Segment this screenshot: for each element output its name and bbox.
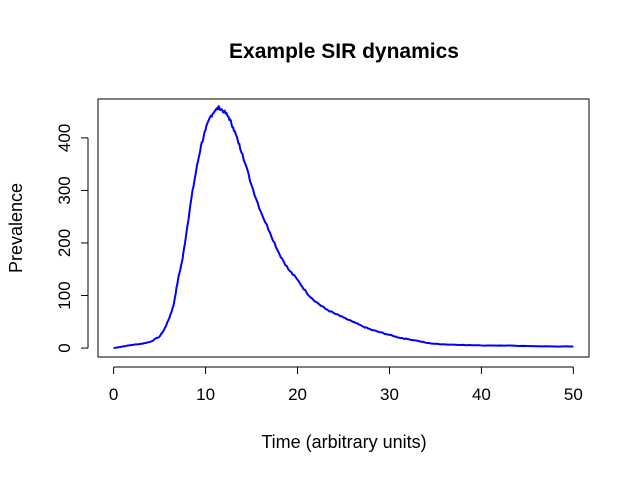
plot-area xyxy=(97,98,590,358)
series-line-0 xyxy=(113,105,574,350)
y-tick-label: 400 xyxy=(55,124,74,152)
chart-title: Example SIR dynamics xyxy=(229,40,459,63)
x-tick-label: 50 xyxy=(564,385,583,404)
y-tick-label: 0 xyxy=(55,343,74,352)
y-tick-label: 300 xyxy=(55,176,74,204)
x-tick-label: 20 xyxy=(288,385,307,404)
y-tick-label: 100 xyxy=(55,281,74,309)
x-axis: 0 10 20 30 40 50 xyxy=(109,366,583,404)
x-tick-label: 10 xyxy=(196,385,215,404)
y-axis: 0 100 200 300 400 xyxy=(55,124,89,353)
x-tick-label: 0 xyxy=(109,385,118,404)
x-axis-label: Time (arbitrary units) xyxy=(261,432,426,452)
y-tick-label: 200 xyxy=(55,229,74,257)
x-tick-label: 40 xyxy=(472,385,491,404)
x-tick-label: 30 xyxy=(380,385,399,404)
y-axis-label: Prevalence xyxy=(6,183,26,273)
series-layer xyxy=(113,105,574,350)
